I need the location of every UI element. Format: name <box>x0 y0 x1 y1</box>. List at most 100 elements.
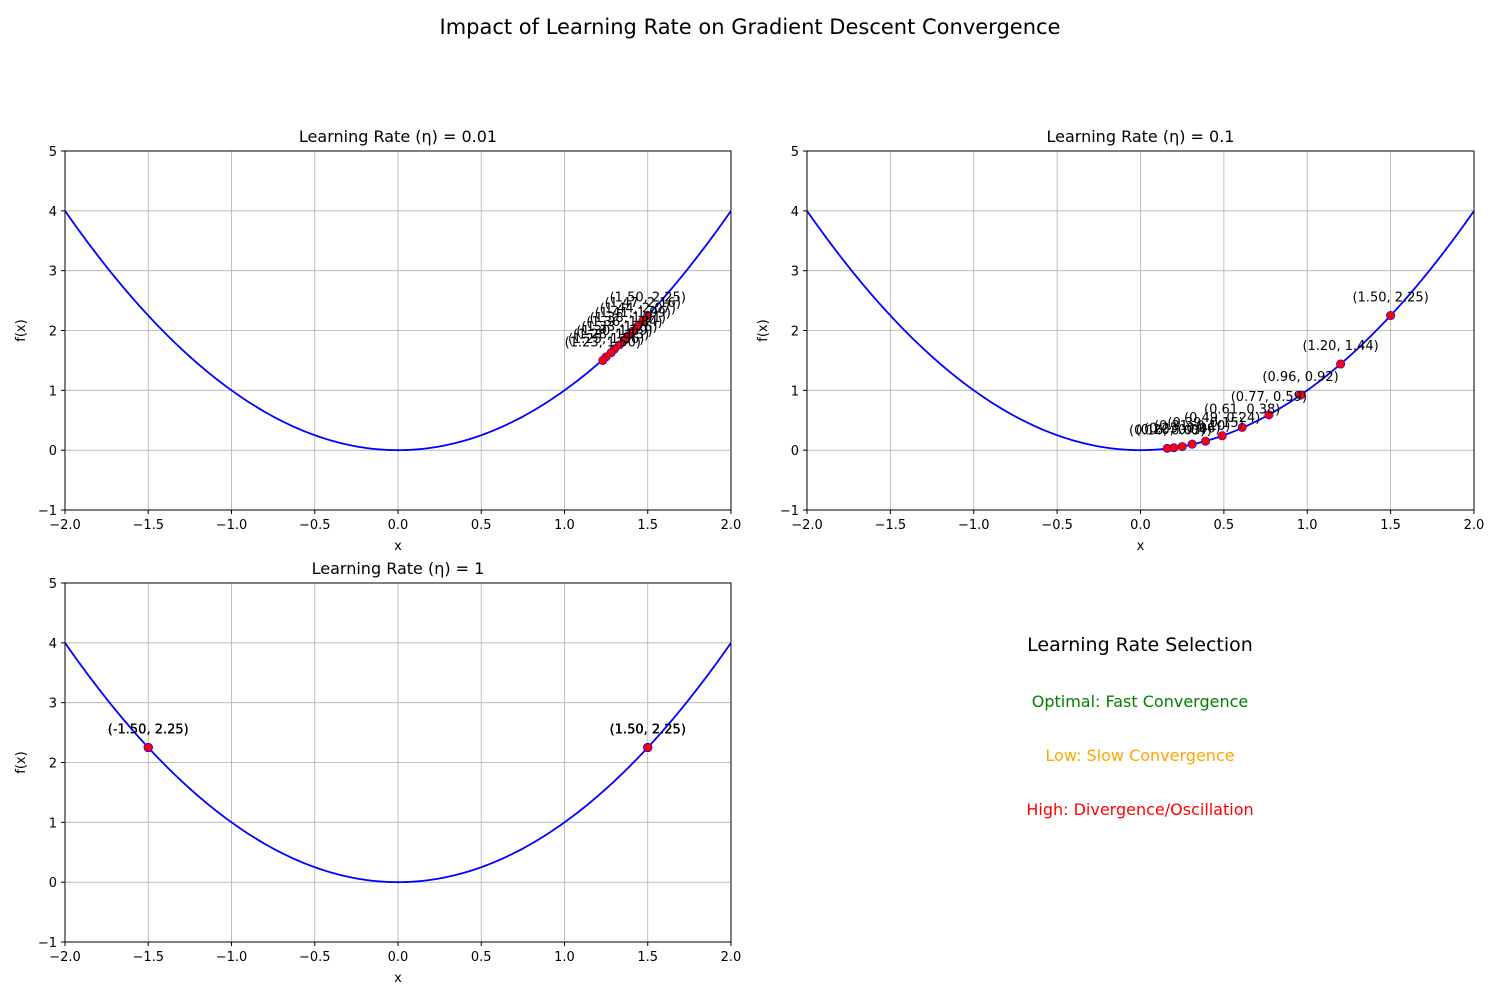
y-tick-label: 2 <box>791 325 799 340</box>
y-tick-label: 3 <box>49 697 57 712</box>
descent-point <box>1264 410 1274 420</box>
x-tick-label: −1.5 <box>875 518 907 533</box>
x-tick-label: −2.0 <box>791 518 823 533</box>
y-tick-label: 4 <box>49 637 57 652</box>
y-axis-label: f(x) <box>756 319 771 341</box>
x-tick-label: −0.5 <box>299 518 331 533</box>
y-tick-label: 1 <box>49 816 57 831</box>
point-annotation: (1.50, 2.25) <box>610 723 686 738</box>
panel-title: Learning Rate (η) = 0.01 <box>299 127 497 146</box>
x-tick-label: 1.0 <box>554 518 575 533</box>
point-annotation: (-1.50, 2.25) <box>108 723 189 738</box>
point-annotation: (-1.50, 2.25) <box>108 723 189 738</box>
x-tick-label: −0.5 <box>299 950 331 965</box>
y-tick-label: 0 <box>49 444 57 459</box>
point-annotation: (0.96, 0.92) <box>1262 370 1338 385</box>
descent-point <box>1187 439 1197 449</box>
point-annotation: (0.16, 0.03) <box>1129 423 1205 438</box>
x-tick-label: −1.0 <box>216 950 248 965</box>
point-annotation: (1.50, 2.25) <box>610 723 686 738</box>
function-curve <box>65 642 731 884</box>
descent-point <box>1201 436 1211 446</box>
point-annotation: (1.50, 2.25) <box>610 723 686 738</box>
chart-panel-3: (1.50, 2.25)(-1.50, 2.25) (1.50, 2.25)(-1… <box>14 559 741 986</box>
y-tick-label: 2 <box>49 325 57 340</box>
panel-title: Learning Rate (η) = 1 <box>312 559 485 578</box>
y-tick-label: 1 <box>791 384 799 399</box>
point-annotation: (-1.50, 2.25) <box>108 723 189 738</box>
panel-title: Learning Rate (η) = 0.1 <box>1047 127 1235 146</box>
descent-point <box>1162 443 1172 453</box>
function-curve <box>807 210 1474 452</box>
x-tick-label: 1.0 <box>1297 518 1318 533</box>
descent-point <box>1237 422 1247 432</box>
x-tick-label: 1.5 <box>637 518 658 533</box>
point-annotation: (1.50, 2.25) <box>610 291 686 306</box>
y-tick-label: 5 <box>791 145 799 160</box>
x-tick-label: 0.0 <box>1130 518 1151 533</box>
point-annotation: (0.77, 0.59) <box>1231 390 1307 405</box>
x-tick-label: 0.0 <box>388 950 409 965</box>
y-tick-label: 1 <box>49 384 57 399</box>
point-annotation: (1.50, 2.25) <box>610 723 686 738</box>
x-tick-label: −1.5 <box>132 518 164 533</box>
legend-optimal-text: Optimal: Fast Convergence <box>1031 692 1249 711</box>
descent-point <box>598 355 608 365</box>
x-tick-label: 2.0 <box>721 518 742 533</box>
y-axis-label: f(x) <box>14 751 29 773</box>
x-axis-label: x <box>394 539 402 554</box>
x-tick-label: −0.5 <box>1041 518 1073 533</box>
point-annotation: (0.20, 0.04) <box>1136 423 1212 438</box>
point-annotation: (1.33, 1.76) <box>581 320 657 335</box>
y-axis-label: f(x) <box>14 319 29 341</box>
x-tick-label: 1.5 <box>1380 518 1401 533</box>
y-tick-label: −1 <box>38 504 57 519</box>
y-tick-label: 5 <box>49 145 57 160</box>
point-annotation: (1.28, 1.63) <box>573 328 649 343</box>
descent-point <box>643 743 653 753</box>
x-tick-label: 0.5 <box>471 518 492 533</box>
y-tick-label: −1 <box>780 504 799 519</box>
point-annotation: (0.25, 0.06) <box>1144 422 1220 437</box>
point-annotation: (1.50, 2.25) <box>1352 291 1428 306</box>
y-tick-label: 0 <box>49 876 57 891</box>
y-tick-label: 5 <box>49 577 57 592</box>
y-tick-label: 4 <box>791 205 799 220</box>
point-annotation: (1.47, 2.16) <box>605 296 681 311</box>
x-tick-label: −2.0 <box>49 518 81 533</box>
x-tick-label: 0.5 <box>471 950 492 965</box>
x-tick-label: −1.0 <box>958 518 990 533</box>
point-annotation: (1.30, 1.69) <box>576 324 652 339</box>
point-annotation: (1.50, 2.25) <box>610 723 686 738</box>
x-tick-label: 1.0 <box>554 950 575 965</box>
x-tick-label: 0.0 <box>388 518 409 533</box>
legend-low-text: Low: Slow Convergence <box>1045 746 1235 765</box>
x-tick-label: −2.0 <box>49 950 81 965</box>
y-tick-label: 3 <box>49 265 57 280</box>
y-tick-label: 0 <box>791 444 799 459</box>
descent-point <box>1336 359 1346 369</box>
figure-title: Impact of Learning Rate on Gradient Desc… <box>439 15 1061 39</box>
x-tick-label: 2.0 <box>1464 518 1485 533</box>
chart-panel-2: (1.50, 2.25) (1.20, 1.44) (0.96, 0.92) (0.7… <box>756 127 1484 554</box>
y-tick-label: −1 <box>38 936 57 951</box>
x-axis-label: x <box>1137 539 1145 554</box>
point-annotation: (1.23, 1.50) <box>565 335 641 350</box>
legend-high-text: High: Divergence/Oscillation <box>1026 800 1254 819</box>
descent-point <box>1296 390 1306 400</box>
descent-point <box>143 743 153 753</box>
point-annotation: (1.41, 1.99) <box>595 306 671 321</box>
point-annotation: (-1.50, 2.25) <box>108 723 189 738</box>
x-tick-label: −1.0 <box>216 518 248 533</box>
x-tick-label: 1.5 <box>637 950 658 965</box>
descent-point <box>1217 431 1227 441</box>
point-annotation: (1.44, 2.07) <box>600 301 676 316</box>
point-annotation: (-1.50, 2.25) <box>108 723 189 738</box>
descent-point <box>1177 442 1187 452</box>
point-annotation: (1.36, 1.84) <box>586 315 662 330</box>
point-annotation: (1.20, 1.44) <box>1302 339 1378 354</box>
point-annotation: (0.31, 0.10) <box>1154 419 1230 434</box>
legend-panel-title: Learning Rate Selection <box>1027 634 1253 656</box>
descent-point <box>1386 311 1396 321</box>
